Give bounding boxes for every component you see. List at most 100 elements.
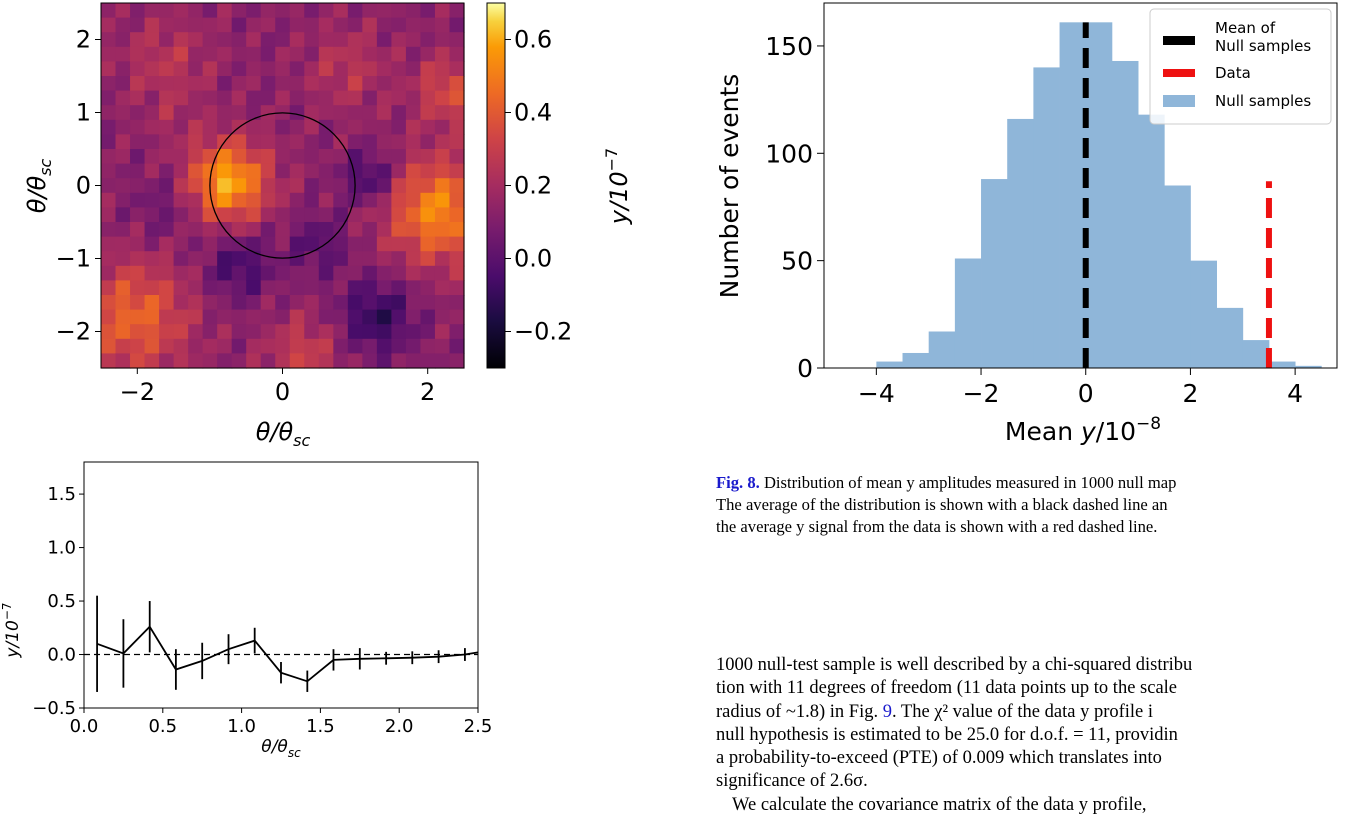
heatmap-cell <box>275 134 291 150</box>
histogram-y-tick-label: 150 <box>765 32 813 61</box>
heatmap-cell <box>101 353 117 369</box>
heatmap-cell <box>333 90 349 106</box>
heatmap-cell <box>289 90 305 106</box>
heatmap-cell <box>362 178 378 194</box>
heatmap-cell <box>304 17 320 33</box>
heatmap-cell <box>130 178 146 194</box>
heatmap-cell <box>434 134 451 150</box>
heatmap-cell <box>173 149 189 165</box>
heatmap-cell <box>260 76 276 92</box>
histogram-panel: −4 −2 0 2 4 0 50 100 150 Mean y/10−8 Number of … <box>715 2 1338 446</box>
profile-y-ticks: −0.5 0.0 0.5 1.0 1.5 <box>32 484 84 719</box>
heatmap-cell <box>159 222 175 238</box>
heatmap-cell <box>449 265 465 281</box>
heatmap-cell <box>115 338 131 354</box>
heatmap-cell <box>231 178 247 194</box>
heatmap-cell <box>289 178 305 194</box>
heatmap-cell <box>347 90 363 106</box>
heatmap-cell <box>318 90 334 106</box>
heatmap-cell <box>202 265 218 281</box>
heatmap-cell <box>260 192 276 208</box>
heatmap-cell <box>405 119 422 135</box>
heatmap-cell <box>202 280 218 296</box>
heatmap-cell <box>318 178 334 194</box>
heatmap-cell <box>173 90 189 106</box>
histogram-bar <box>1190 260 1217 368</box>
heatmap-cell <box>144 105 160 121</box>
heatmap-cell <box>115 46 131 62</box>
histogram-x-tick-label: 0 <box>1078 379 1094 408</box>
heatmap-cell <box>347 32 363 48</box>
heatmap-cell <box>217 163 233 179</box>
heatmap-cell <box>202 32 218 48</box>
heatmap-cell <box>101 222 117 238</box>
heatmap-cell <box>275 3 291 19</box>
heatmap-cell <box>376 3 392 19</box>
profile-x-tick-label: 2.5 <box>464 716 493 737</box>
heatmap-cell <box>246 280 262 296</box>
heatmap-cell <box>115 3 131 19</box>
heatmap-cell <box>362 134 378 150</box>
legend-label-null: Null samples <box>1215 92 1311 110</box>
heatmap-cell <box>144 251 160 267</box>
heatmap-cell <box>318 265 334 281</box>
heatmap-cell <box>362 353 378 369</box>
heatmap-cell <box>347 3 363 19</box>
legend-box <box>1149 8 1332 125</box>
heatmap-cell <box>101 265 117 281</box>
heatmap-cell <box>188 353 204 369</box>
heatmap-cell <box>376 17 392 33</box>
heatmap-cell <box>434 3 451 19</box>
heatmap-cell <box>434 149 451 165</box>
heatmap-cell <box>188 105 204 121</box>
heatmap-cell <box>130 295 146 311</box>
heatmap-y-label: θ/θsc <box>23 159 55 214</box>
heatmap-cell <box>231 163 247 179</box>
heatmap-cell <box>115 309 131 325</box>
heatmap-cell <box>130 265 146 281</box>
heatmap-cell <box>231 251 247 267</box>
heatmap-cell <box>144 178 160 194</box>
heatmap-cell <box>202 353 218 369</box>
heatmap-cell <box>188 265 204 281</box>
heatmap-cell <box>260 134 276 150</box>
heatmap-cell <box>202 134 218 150</box>
heatmap-cell <box>333 178 349 194</box>
heatmap-cell <box>333 309 349 325</box>
caption-figref[interactable]: Fig. 8. <box>716 473 760 492</box>
heatmap-cell <box>289 295 305 311</box>
figure-caption: Fig. 8. Distribution of mean y amplitude… <box>716 472 1346 538</box>
heatmap-cell <box>405 61 422 77</box>
histogram-y-label: Number of events <box>715 74 744 299</box>
heatmap-cell <box>130 236 146 252</box>
heatmap-cell <box>405 192 422 208</box>
histogram-bar <box>928 331 956 368</box>
heatmap-cell <box>130 3 146 19</box>
profile-x-ticks: 0.0 0.5 1.0 1.5 2.0 2.5 <box>70 708 493 737</box>
heatmap-cell <box>405 236 422 252</box>
heatmap-cell <box>188 207 204 223</box>
heatmap-cell <box>202 119 218 135</box>
heatmap-cell <box>347 76 363 92</box>
heatmap-y-tick-label: −1 <box>56 245 91 273</box>
heatmap-cell <box>115 17 131 33</box>
heatmap-cell <box>333 46 349 62</box>
heatmap-cell <box>449 134 465 150</box>
heatmap-cell <box>173 61 189 77</box>
heatmap-cell <box>144 3 160 19</box>
heatmap-cell <box>333 149 349 165</box>
profile-frame <box>83 461 479 709</box>
heatmap-cell <box>159 236 175 252</box>
histogram-x-tick-label: −4 <box>858 379 895 408</box>
heatmap-cell <box>188 280 204 296</box>
heatmap-cell <box>173 3 189 19</box>
heatmap-cell <box>130 222 146 238</box>
heatmap-cell <box>391 46 407 62</box>
fig-9-link[interactable]: 9 <box>882 701 892 722</box>
heatmap-cell <box>434 192 451 208</box>
heatmap-cell <box>420 251 436 267</box>
body-line-3a: radius of ~1.8) in Fig. <box>716 701 883 722</box>
heatmap-cell <box>304 178 320 194</box>
heatmap-cell <box>130 76 146 92</box>
colorbar-tick-label: 0.4 <box>514 99 552 127</box>
